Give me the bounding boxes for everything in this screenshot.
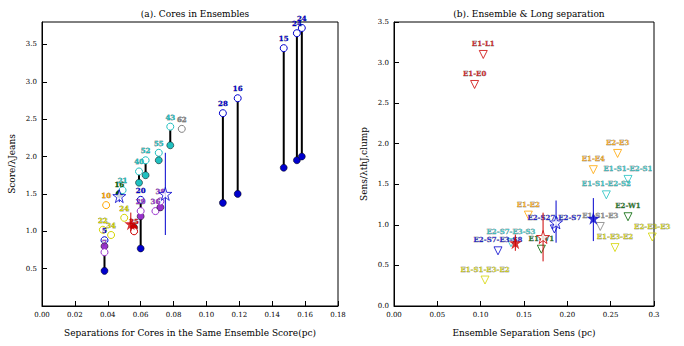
svg-text:5: 5 (102, 226, 107, 236)
svg-text:E1-E0: E1-E0 (463, 69, 486, 78)
svg-text:0.10: 0.10 (473, 311, 489, 319)
svg-text:Score/λJeans: Score/λJeans (7, 134, 17, 194)
svg-text:1.0: 1.0 (378, 221, 389, 229)
svg-text:55: 55 (154, 139, 164, 148)
svg-text:2.5: 2.5 (26, 115, 37, 123)
svg-text:E1-S1-E2-S2: E1-S1-E2-S2 (582, 179, 631, 188)
svg-text:E1-S1-E2-S1: E1-S1-E2-S1 (604, 164, 653, 173)
svg-text:1.5: 1.5 (26, 190, 37, 198)
svg-text:0.08: 0.08 (166, 311, 182, 319)
svg-text:(b). Ensemble & Long separatio: (b). Ensemble & Long separation (453, 9, 605, 19)
svg-text:40: 40 (134, 157, 144, 166)
svg-text:E2-E3-E3: E2-E3-E3 (634, 222, 671, 231)
svg-text:28: 28 (218, 99, 228, 108)
svg-text:52: 52 (141, 146, 151, 155)
svg-text:34: 34 (106, 221, 116, 230)
svg-text:43: 43 (165, 113, 175, 122)
svg-text:E2-E3: E2-E3 (606, 138, 629, 147)
svg-text:0.15: 0.15 (516, 311, 532, 319)
svg-text:0.0: 0.0 (378, 302, 389, 310)
svg-text:2.0: 2.0 (378, 140, 389, 148)
svg-text:Sens/λthJ,clump: Sens/λthJ,clump (359, 127, 369, 201)
svg-text:0.5: 0.5 (26, 265, 37, 273)
svg-text:24: 24 (297, 14, 307, 23)
svg-text:24: 24 (119, 204, 129, 213)
svg-text:0.05: 0.05 (430, 311, 446, 319)
svg-text:0.04: 0.04 (100, 311, 116, 319)
svg-text:0.25: 0.25 (603, 311, 619, 319)
svg-text:Ensemble Separation Sens (pc): Ensemble Separation Sens (pc) (452, 328, 595, 338)
svg-text:E1-E4: E1-E4 (582, 154, 605, 163)
svg-text:20: 20 (136, 186, 146, 195)
svg-text:62: 62 (177, 115, 187, 124)
svg-text:1.0: 1.0 (26, 227, 37, 235)
svg-text:36: 36 (151, 197, 161, 206)
svg-text:38: 38 (155, 187, 166, 197)
svg-text:E2-W1: E2-W1 (615, 201, 641, 210)
svg-text:E2-S7-E3-S8: E2-S7-E3-S8 (473, 235, 523, 245)
svg-text:E1-E2: E1-E2 (517, 200, 540, 209)
svg-text:3.0: 3.0 (378, 59, 389, 67)
svg-text:E2-S27-E2-S7: E2-S27-E2-S7 (527, 213, 582, 223)
svg-text:24: 24 (292, 19, 302, 29)
svg-text:0.00: 0.00 (34, 311, 50, 319)
svg-text:Separations for Cores in the S: Separations for Cores in the Same Ensemb… (64, 328, 316, 338)
svg-text:E1-S1-E3: E1-S1-E3 (582, 211, 618, 220)
svg-text:0.10: 0.10 (199, 311, 215, 319)
svg-text:E2-S7-E3-S3: E2-S7-E3-S3 (486, 227, 536, 237)
svg-text:0.14: 0.14 (264, 311, 280, 319)
svg-text:0.06: 0.06 (133, 311, 149, 319)
svg-text:0.18: 0.18 (330, 311, 346, 319)
svg-text:16: 16 (233, 84, 243, 93)
svg-text:0.16: 0.16 (297, 311, 313, 319)
svg-text:3.0: 3.0 (26, 78, 37, 86)
svg-text:E1-L1: E1-L1 (472, 39, 495, 48)
svg-text:29: 29 (136, 197, 146, 206)
svg-text:0.20: 0.20 (560, 311, 576, 319)
svg-text:0.12: 0.12 (232, 311, 248, 319)
svg-text:3.5: 3.5 (26, 40, 37, 48)
svg-text:E1-S1-E3-E2: E1-S1-E3-E2 (460, 265, 509, 274)
svg-text:15: 15 (279, 34, 289, 43)
svg-text:0.02: 0.02 (67, 311, 83, 319)
svg-text:0.00: 0.00 (386, 311, 402, 319)
svg-text:0.3: 0.3 (648, 311, 659, 319)
svg-text:2.0: 2.0 (26, 153, 37, 161)
svg-text:7: 7 (102, 238, 107, 247)
svg-text:25: 25 (129, 217, 139, 227)
svg-text:21: 21 (118, 176, 128, 185)
svg-text:0.5: 0.5 (378, 261, 389, 269)
svg-text:(a). Cores in Ensembles: (a). Cores in Ensembles (141, 9, 250, 19)
svg-text:E1-E3-E2: E1-E3-E2 (597, 232, 634, 241)
svg-text:1.5: 1.5 (378, 180, 389, 188)
svg-text:2.5: 2.5 (378, 99, 389, 107)
svg-text:3.5: 3.5 (378, 18, 389, 26)
svg-text:10: 10 (101, 191, 111, 200)
svg-text:22: 22 (98, 215, 108, 225)
